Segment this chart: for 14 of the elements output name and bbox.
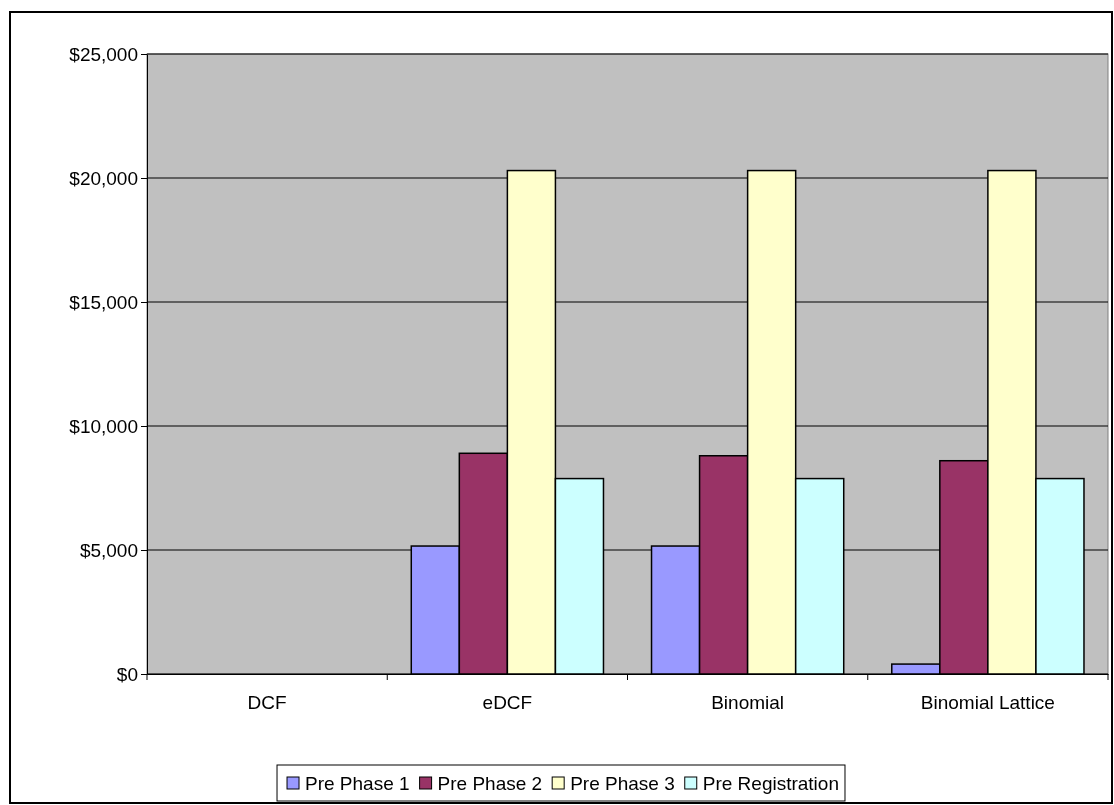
x-tick-label: DCF bbox=[247, 692, 287, 714]
y-tick-label: $10,000 bbox=[69, 415, 138, 437]
y-tick-label: $20,000 bbox=[69, 167, 138, 189]
legend-label: Pre Phase 2 bbox=[437, 773, 543, 794]
y-tick-label: $15,000 bbox=[69, 291, 138, 313]
legend-label: Pre Phase 3 bbox=[570, 773, 675, 794]
y-tick-label: $25,000 bbox=[69, 43, 138, 65]
x-tick-label: eDCF bbox=[482, 692, 533, 714]
x-tick-label: Binomial Lattice bbox=[920, 692, 1055, 714]
legend-label: Pre Registration bbox=[702, 773, 839, 794]
y-tick-label: $0 bbox=[116, 663, 138, 685]
x-tick-label: Binomial bbox=[711, 692, 785, 714]
legend-label: Pre Phase 1 bbox=[305, 773, 410, 794]
y-tick-label: $5,000 bbox=[79, 539, 138, 561]
